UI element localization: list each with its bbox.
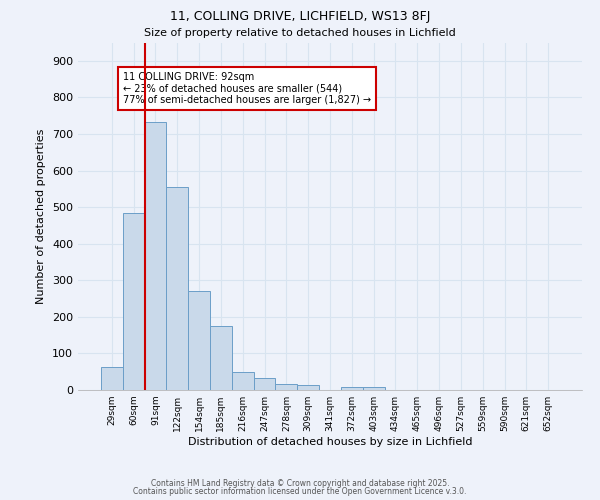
Bar	[341, 387, 363, 390]
Bar	[363, 387, 385, 390]
Text: Contains HM Land Registry data © Crown copyright and database right 2025.: Contains HM Land Registry data © Crown c…	[151, 478, 449, 488]
Text: Contains public sector information licensed under the Open Government Licence v.: Contains public sector information licen…	[133, 487, 467, 496]
Bar	[275, 384, 297, 390]
Bar	[188, 290, 210, 390]
Bar	[254, 378, 275, 390]
Bar	[101, 368, 123, 390]
Bar	[123, 213, 145, 390]
Y-axis label: Number of detached properties: Number of detached properties	[37, 128, 46, 304]
Text: 11, COLLING DRIVE, LICHFIELD, WS13 8FJ: 11, COLLING DRIVE, LICHFIELD, WS13 8FJ	[170, 10, 430, 23]
Bar	[210, 326, 232, 390]
Bar	[145, 122, 166, 390]
Bar	[297, 385, 319, 390]
Bar	[232, 372, 254, 390]
Bar	[166, 188, 188, 390]
Text: Size of property relative to detached houses in Lichfield: Size of property relative to detached ho…	[144, 28, 456, 38]
X-axis label: Distribution of detached houses by size in Lichfield: Distribution of detached houses by size …	[188, 437, 472, 447]
Text: 11 COLLING DRIVE: 92sqm
← 23% of detached houses are smaller (544)
77% of semi-d: 11 COLLING DRIVE: 92sqm ← 23% of detache…	[123, 72, 371, 105]
